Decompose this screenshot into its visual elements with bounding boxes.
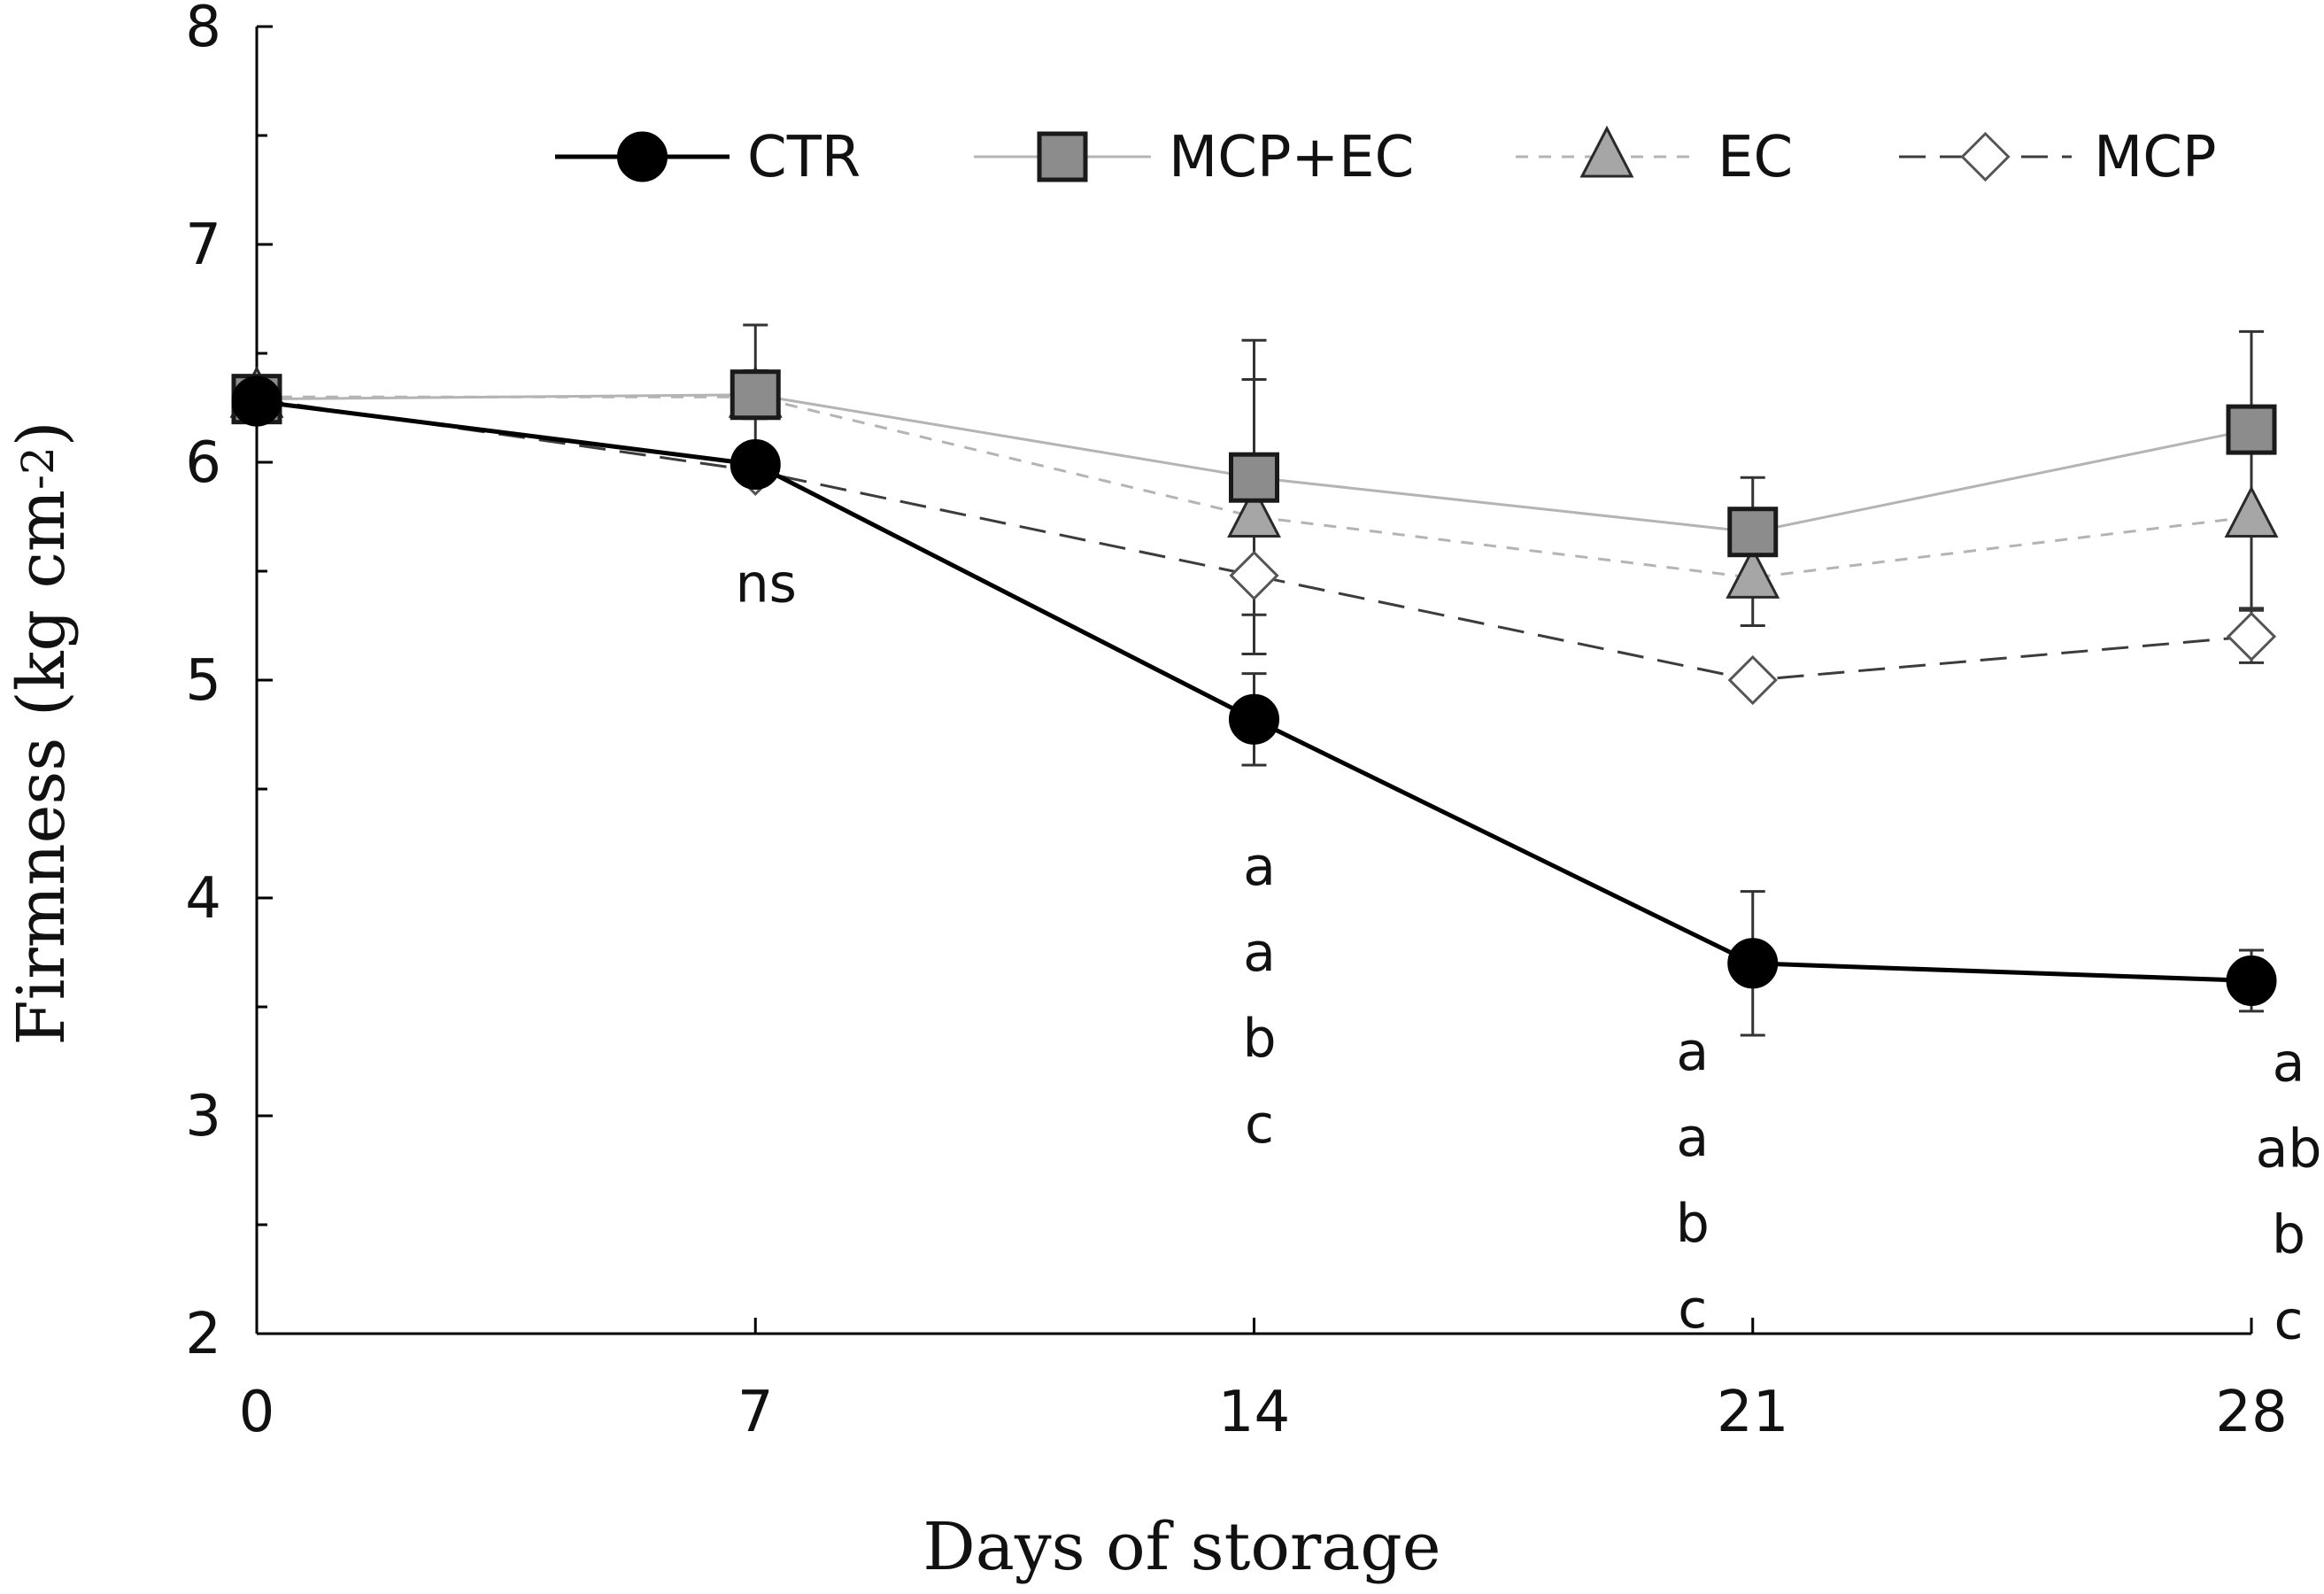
data-point-mcp-ec <box>1229 452 1279 503</box>
legend-item-mcp: MCP <box>1899 125 2217 190</box>
x-tick-label: 7 <box>737 1380 774 1445</box>
legend-marker <box>1960 131 2011 182</box>
data-point-mcp-ec <box>730 369 781 421</box>
significance-letter: a <box>1676 1107 1709 1169</box>
data-point-ctr <box>730 438 781 490</box>
significance-letter: b <box>1676 1193 1710 1255</box>
legend-item-mcp-ec: MCP+EC <box>974 125 1414 190</box>
data-point-ctr <box>2226 955 2277 1006</box>
legend-marker <box>1037 131 1088 182</box>
significance-letter: a <box>2273 1033 2305 1095</box>
y-axis-title-superscript: -2 <box>12 446 64 490</box>
y-tick-label: 4 <box>185 866 221 932</box>
legend-label: CTR <box>747 125 861 190</box>
y-tick-label: 7 <box>185 213 221 278</box>
y-tick-label: 6 <box>185 430 221 496</box>
x-axis-title: Days of storage <box>923 1509 1440 1585</box>
y-tick-label: 8 <box>185 0 221 60</box>
data-point-ctr <box>231 375 282 427</box>
y-tick-label: 5 <box>185 648 221 714</box>
legend-label: MCP <box>2094 125 2217 190</box>
data-point-mcp <box>1727 654 1778 706</box>
legend-marker <box>617 131 668 182</box>
data-point-ec <box>2224 485 2279 538</box>
data-point-mcp <box>1229 550 1279 601</box>
legend: CTR MCP+EC EC MCP <box>555 125 2217 190</box>
series-layer <box>229 323 2279 1037</box>
significance-letter: b <box>1242 1008 1276 1070</box>
significance-letter: b <box>2272 1204 2305 1266</box>
significance-letter: a <box>1243 836 1276 898</box>
y-axis-title: Firmness (kg cm-2) <box>4 421 80 1045</box>
significance-letter: a <box>1676 1021 1709 1083</box>
data-point-mcp <box>2226 611 2277 662</box>
x-tick-label: 28 <box>2215 1380 2287 1445</box>
data-point-ec <box>1726 546 1780 599</box>
legend-marker <box>1579 125 1634 178</box>
significance-letter: c <box>1678 1279 1707 1341</box>
significance-letter: a <box>1243 922 1276 984</box>
y-tick-label: 3 <box>185 1084 221 1149</box>
y-axis-title-close: ) <box>4 421 80 446</box>
data-point-ctr <box>1229 693 1279 745</box>
series-line-mcp <box>256 398 2252 682</box>
x-tick-label: 21 <box>1717 1380 1788 1445</box>
legend-item-ctr: CTR <box>555 125 861 190</box>
x-tick-label: 14 <box>1218 1380 1290 1445</box>
legend-label: EC <box>1718 125 1793 190</box>
y-axis-title-main: Firmness (kg cm <box>4 490 80 1046</box>
data-point-ctr <box>1727 938 1779 989</box>
data-point-mcp-ec <box>2226 404 2277 455</box>
data-point-ec <box>1227 485 1281 538</box>
legend-label: MCP+EC <box>1169 125 1414 190</box>
legend-item-ec: EC <box>1516 125 1793 190</box>
y-tick-label: 2 <box>185 1302 221 1367</box>
data-point-mcp-ec <box>1727 507 1779 558</box>
significance-letter: ns <box>736 553 797 615</box>
significance-letter: c <box>1245 1094 1274 1156</box>
x-tick-label: 0 <box>239 1380 275 1445</box>
significance-letter: ab <box>2256 1118 2322 1180</box>
axes: 2 3 4 5 6 7 8 0 7 14 21 28 <box>185 0 2287 1445</box>
significance-letter: c <box>2274 1290 2304 1352</box>
